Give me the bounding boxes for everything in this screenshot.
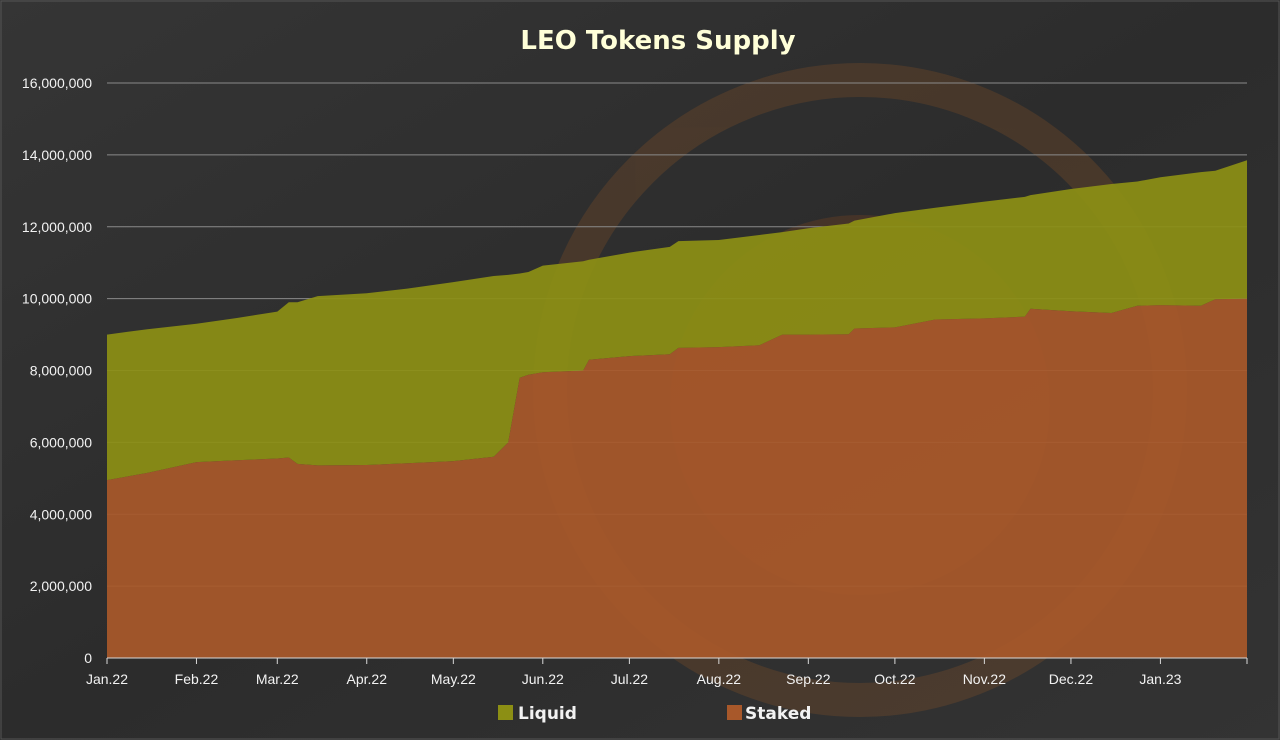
x-tick-label: Jul.22 — [611, 671, 649, 687]
y-tick-label: 6,000,000 — [30, 434, 92, 450]
y-tick-label: 8,000,000 — [30, 363, 92, 379]
x-tick-label: Sep.22 — [786, 671, 831, 687]
legend-label-liquid: Liquid — [518, 704, 577, 724]
x-tick-label: May.22 — [431, 671, 476, 687]
x-tick-label: Feb.22 — [175, 671, 219, 687]
area-series-staked — [107, 298, 1247, 658]
x-tick-label: Nov.22 — [963, 671, 1007, 687]
x-tick-label: Oct.22 — [874, 671, 915, 687]
chart-title: LEO Tokens Supply — [520, 26, 795, 56]
x-tick-label: Apr.22 — [347, 671, 388, 687]
y-tick-label: 0 — [84, 650, 92, 666]
series-areas — [107, 160, 1247, 658]
x-tick-label: Jan.23 — [1139, 671, 1181, 687]
x-tick-label: Jan.22 — [86, 671, 128, 687]
y-tick-label: 14,000,000 — [22, 147, 92, 163]
y-tick-label: 4,000,000 — [30, 506, 92, 522]
axes: 0 2,000,000 4,000,000 6,000,000 8,000,000 10,… — [22, 75, 1248, 687]
y-tick-label: 16,000,000 — [22, 75, 92, 91]
x-tick-label: Jun.22 — [522, 671, 564, 687]
legend-label-staked: Staked — [745, 704, 811, 724]
legend-swatch-staked — [727, 705, 742, 720]
area-series-liquid — [107, 160, 1247, 481]
legend-swatch-liquid — [498, 705, 513, 720]
y-tick-label: 10,000,000 — [22, 291, 92, 307]
y-tick-label: 12,000,000 — [22, 219, 92, 235]
x-tick-label: Mar.22 — [256, 671, 299, 687]
x-tick-label: Dec.22 — [1049, 671, 1094, 687]
legend: Liquid Staked — [498, 704, 811, 724]
y-tick-label: 2,000,000 — [30, 578, 92, 594]
x-tick-label: Aug.22 — [697, 671, 742, 687]
